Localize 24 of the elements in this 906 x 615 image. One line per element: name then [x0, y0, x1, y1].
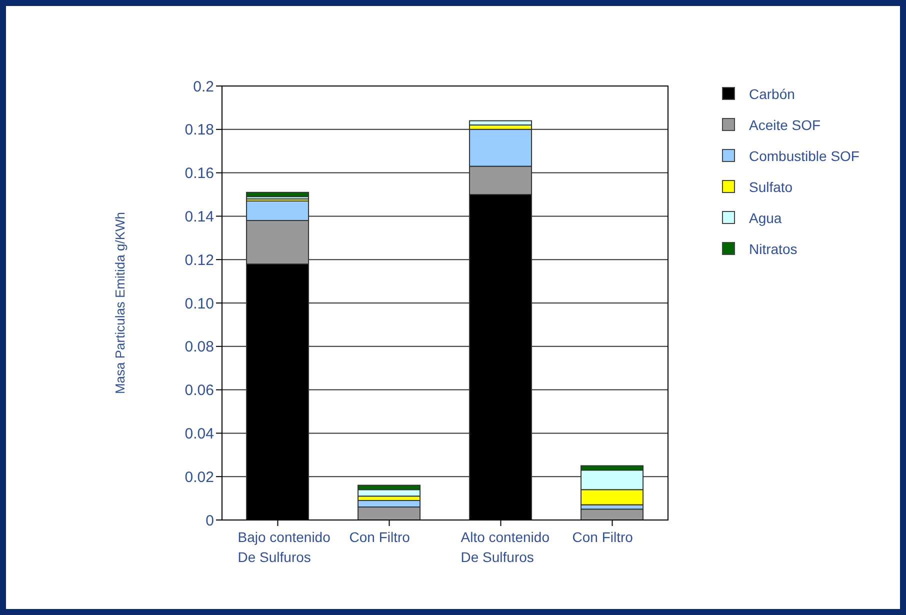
legend-label: Agua	[749, 210, 782, 226]
legend-label: Carbón	[749, 86, 795, 102]
y-tick-label: 0.12	[184, 252, 214, 269]
x-tick-label: Con Filtro	[349, 529, 410, 545]
y-tick-label: 0.02	[184, 468, 214, 486]
y-tick-label: 0.2	[193, 78, 214, 96]
x-tick-label: Bajo contenido De Sulfuros	[238, 529, 331, 565]
y-tick-label: 0.16	[184, 165, 214, 182]
legend-label: Combustible SOF	[749, 148, 860, 164]
x-tick-label: Con Filtro	[572, 529, 634, 545]
y-tick-label: 0.04	[184, 426, 214, 443]
x-tick-label: Alto contenido De Sulfuros	[460, 529, 550, 565]
legend-label: Nitratos	[749, 240, 798, 256]
y-tick-label: 0.14	[184, 208, 214, 226]
y-tick-label: 0.18	[184, 122, 214, 139]
y-tick-label: 0	[206, 512, 214, 530]
y-tick-label: 0.08	[184, 338, 214, 356]
bar	[246, 192, 310, 198]
legend-label: Aceite SOF	[749, 116, 821, 132]
bar	[469, 120, 532, 126]
y-tick-label: 0.10	[184, 295, 214, 312]
y-axis-title: Masa Particulas Emitida g/KWh	[112, 212, 128, 394]
legend-label: Sulfato	[749, 178, 793, 194]
y-tick-label: 0.06	[184, 382, 214, 400]
